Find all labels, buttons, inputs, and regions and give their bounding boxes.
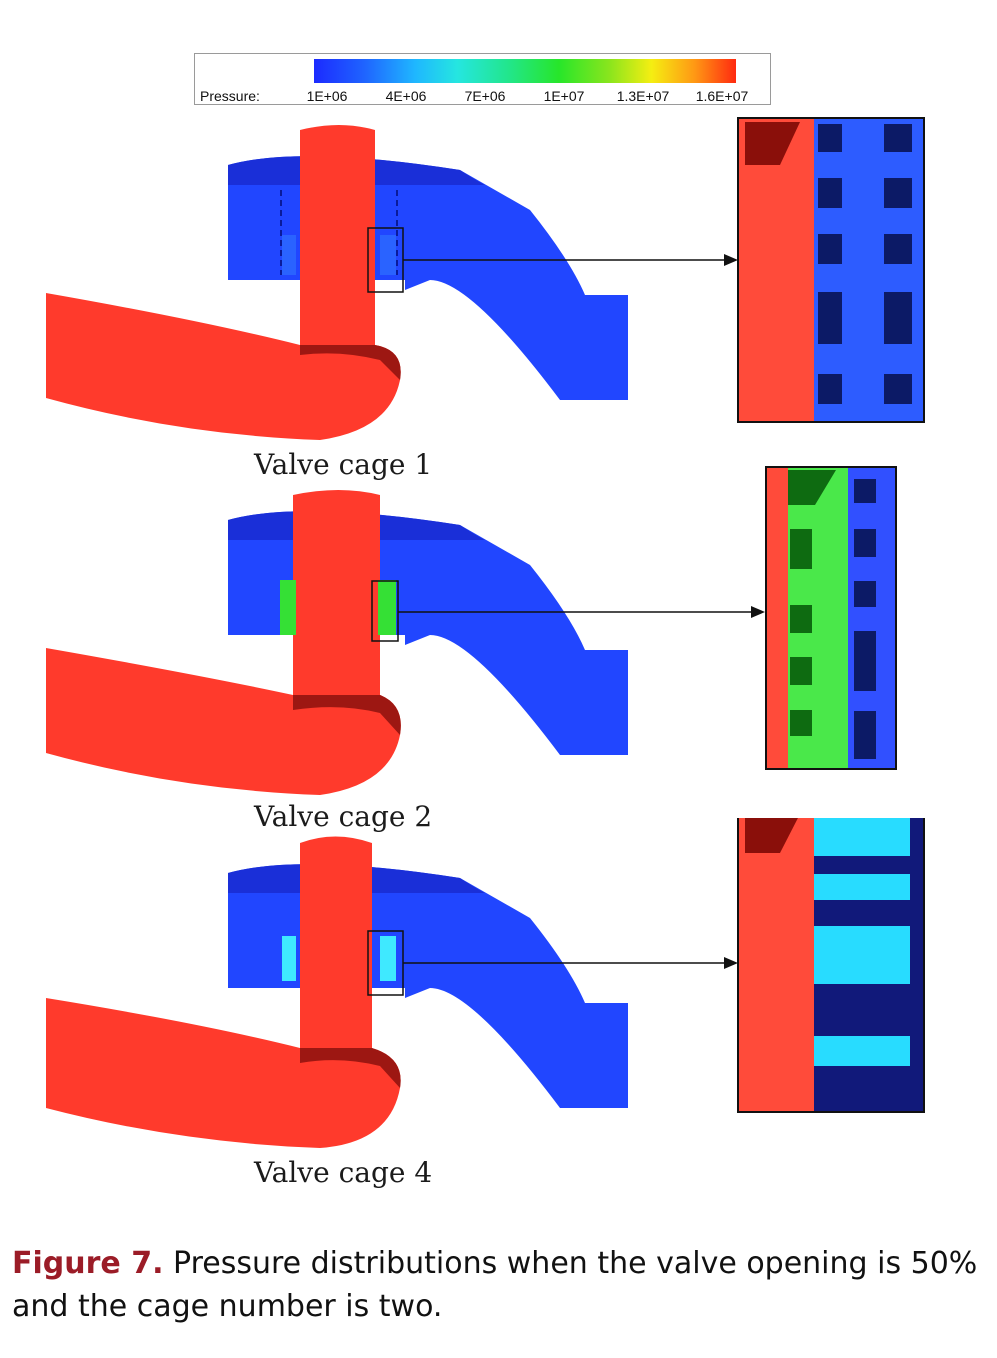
valve-panel-1 bbox=[46, 117, 925, 440]
legend-tick: 7E+06 bbox=[464, 88, 506, 104]
cage-right bbox=[380, 190, 398, 275]
zoom-inset bbox=[737, 117, 925, 423]
cage-left bbox=[280, 190, 296, 275]
zoom-box bbox=[371, 580, 399, 642]
cage-left bbox=[282, 936, 296, 981]
legend-tick: 1.6E+07 bbox=[695, 88, 749, 104]
legend-tick: 4E+06 bbox=[385, 88, 427, 104]
inlet-pipe bbox=[46, 125, 401, 440]
valve-panel-3 bbox=[46, 818, 925, 1148]
inlet-shade bbox=[300, 345, 401, 380]
caption-text: Pressure distributions when the valve op… bbox=[12, 1246, 978, 1324]
cage-left bbox=[280, 580, 296, 635]
valve-panel-2 bbox=[46, 466, 897, 795]
legend-tick: 1.3E+07 bbox=[616, 88, 670, 104]
legend-tick: 1E+07 bbox=[543, 88, 585, 104]
inlet-pipe bbox=[46, 490, 401, 795]
legend-tick: 1E+06 bbox=[306, 88, 348, 104]
zoom-inset bbox=[765, 466, 897, 770]
inlet-shade bbox=[300, 1048, 401, 1088]
legend-color-bar bbox=[314, 59, 736, 83]
cage-right bbox=[378, 580, 396, 635]
inlet-shade bbox=[293, 695, 401, 735]
figure-caption: Figure 7. Pressure distributions when th… bbox=[12, 1242, 987, 1328]
zoom-inset bbox=[737, 818, 925, 1113]
panel-label-1: Valve cage 1 bbox=[254, 448, 433, 481]
figure-number: Figure 7. bbox=[12, 1246, 164, 1281]
inlet-pipe bbox=[46, 836, 401, 1148]
arrow-head bbox=[724, 957, 738, 969]
cage-right bbox=[380, 936, 396, 981]
arrow-head bbox=[724, 254, 738, 266]
arrow-head bbox=[751, 606, 765, 618]
panel-label-3: Valve cage 4 bbox=[254, 1156, 433, 1189]
legend-label: Pressure: bbox=[200, 88, 260, 104]
panel-label-2: Valve cage 2 bbox=[254, 800, 433, 833]
pressure-legend: Pressure: 1E+06 4E+06 7E+06 1E+07 1.3E+0… bbox=[194, 53, 771, 105]
